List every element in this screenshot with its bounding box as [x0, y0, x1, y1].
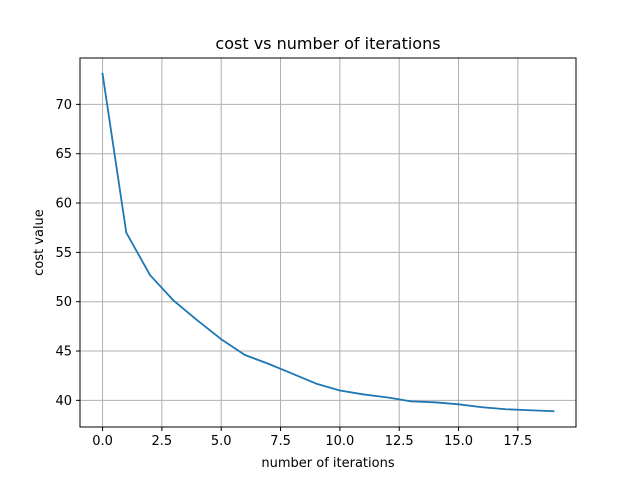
plot-area — [80, 58, 576, 427]
data-point — [552, 410, 555, 413]
data-point — [149, 274, 151, 276]
chart-title: cost vs number of iterations — [215, 34, 440, 53]
y-tick-label: 65 — [55, 147, 72, 162]
data-point — [101, 72, 104, 75]
plot-frame — [79, 57, 577, 428]
y-tick-label: 45 — [55, 345, 72, 360]
data-point — [410, 400, 412, 403]
y-axis-label: cost value — [32, 209, 47, 276]
data-point — [505, 408, 507, 411]
data-point — [315, 382, 318, 385]
x-tick-label: 17.5 — [503, 434, 532, 449]
x-tick-label: 0.0 — [92, 434, 113, 449]
data-point — [244, 354, 246, 356]
y-tick-label: 60 — [55, 197, 72, 212]
data-point — [528, 409, 531, 412]
data-point — [362, 393, 365, 396]
data-point — [481, 406, 484, 409]
x-tick-label: 7.5 — [270, 434, 291, 449]
data-point — [125, 231, 128, 234]
y-tick-label: 40 — [55, 394, 72, 409]
x-axis-label: number of iterations — [261, 456, 394, 471]
x-tick-label: 15.0 — [444, 434, 473, 449]
data-point — [267, 362, 270, 365]
data-point — [386, 396, 389, 399]
y-tick-label: 55 — [55, 246, 72, 261]
data-point — [457, 403, 460, 406]
x-tick-label: 2.5 — [152, 434, 173, 449]
series-line — [101, 72, 555, 413]
data-point — [220, 338, 223, 341]
x-axis-ticks: 0.0 2.5 5.0 7.5 10.0 12.5 15.0 17.5 — [92, 427, 532, 449]
data-point — [291, 372, 294, 375]
data-point — [433, 401, 436, 404]
x-tick-label: 12.5 — [385, 434, 414, 449]
data-point — [172, 299, 175, 302]
y-tick-label: 70 — [55, 98, 72, 113]
series-layer — [101, 72, 555, 413]
data-point — [196, 319, 199, 322]
data-point — [338, 389, 341, 392]
y-axis-ticks: 40 45 50 55 60 65 70 — [55, 98, 80, 409]
y-tick-label: 50 — [55, 295, 72, 310]
x-tick-label: 10.0 — [325, 434, 354, 449]
grid-lines — [80, 58, 576, 427]
x-tick-label: 5.0 — [211, 434, 232, 449]
